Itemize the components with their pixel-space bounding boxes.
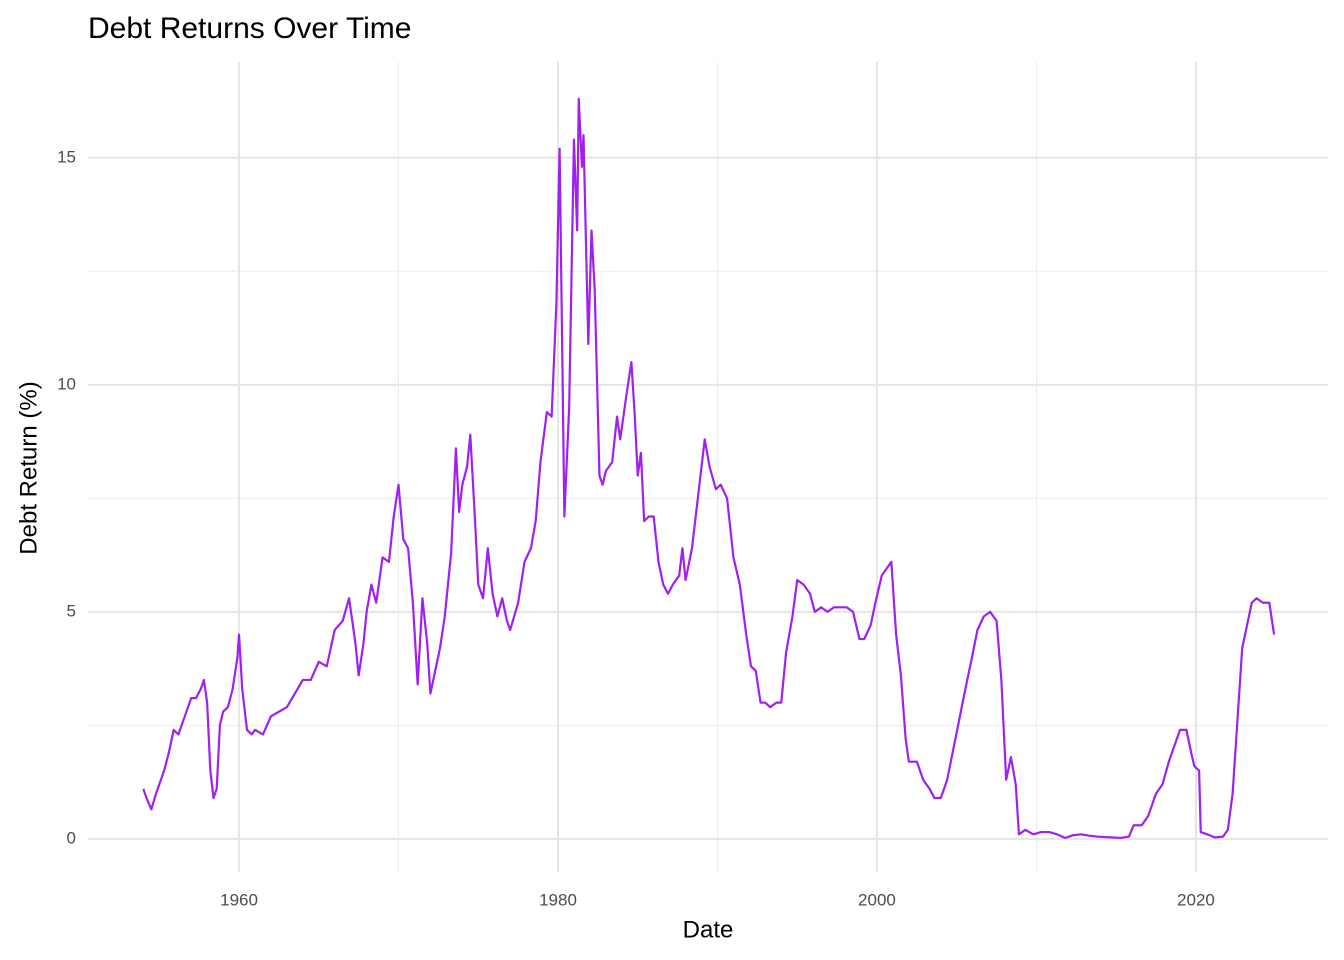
x-tick-label: 2000 <box>858 890 896 909</box>
y-tick-label: 15 <box>57 147 76 166</box>
y-tick-label: 0 <box>67 828 76 847</box>
y-axis-title: Debt Return (%) <box>15 381 42 554</box>
data-line <box>142 97 1276 840</box>
x-tick-label: 1960 <box>220 890 258 909</box>
y-tick-label: 5 <box>67 601 76 620</box>
chart-title: Debt Returns Over Time <box>88 12 411 45</box>
y-tick-label: 10 <box>57 374 76 393</box>
x-tick-label: 1980 <box>539 890 577 909</box>
x-axis-title: Date <box>683 916 734 943</box>
x-tick-label: 2020 <box>1177 890 1215 909</box>
